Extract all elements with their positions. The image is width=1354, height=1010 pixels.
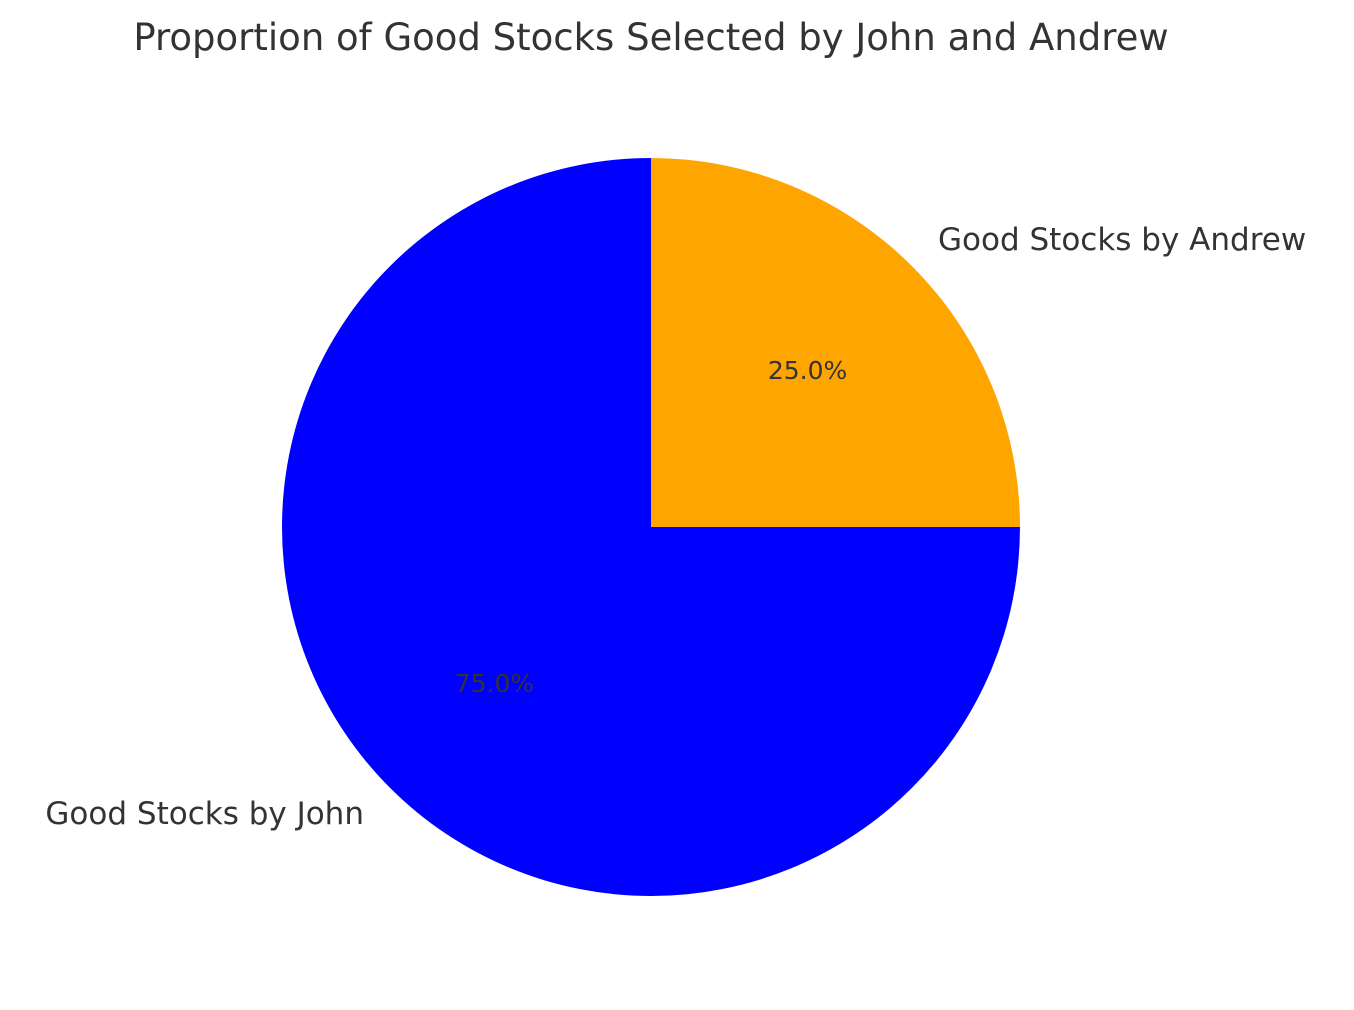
chart-title: Proportion of Good Stocks Selected by Jo…	[133, 16, 1168, 59]
pie-labels: Good Stocks by John 75.0% Good Stocks by A…	[45, 222, 1306, 832]
slice-label-good-stocks-by-andrew: Good Stocks by Andrew	[938, 222, 1306, 258]
pie-slices	[282, 158, 1020, 896]
percent-label-good-stocks-by-john: 75.0%	[455, 669, 534, 698]
percent-label-good-stocks-by-andrew: 25.0%	[768, 356, 847, 385]
pie-slice-good-stocks-by-andrew	[651, 158, 1020, 527]
slice-label-good-stocks-by-john: Good Stocks by John	[45, 796, 364, 832]
